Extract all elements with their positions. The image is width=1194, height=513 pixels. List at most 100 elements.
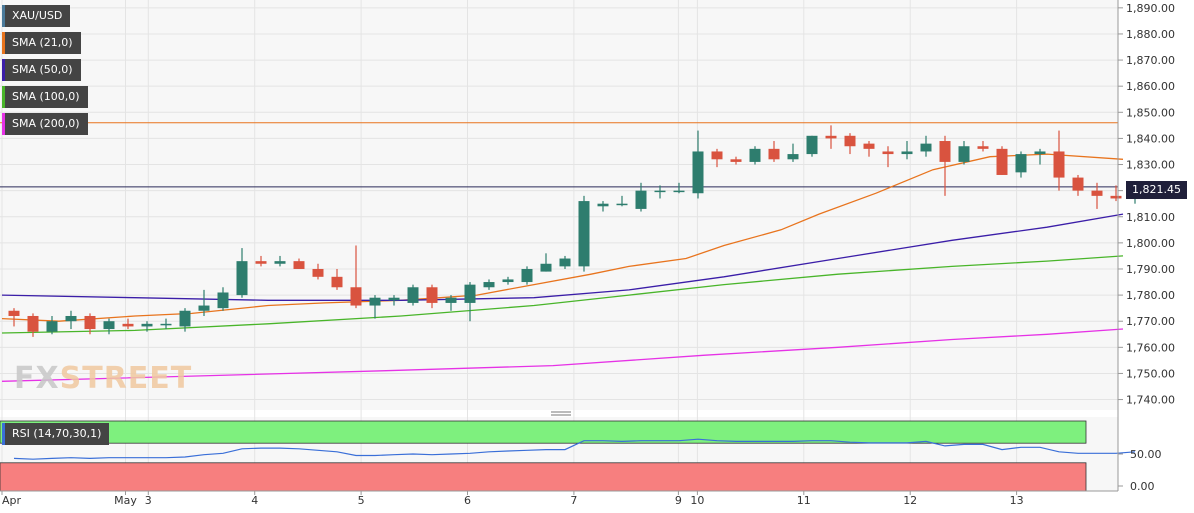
candle-body [768,148,780,160]
sma-100-swatch [2,86,5,108]
candle [1034,148,1046,165]
sma-line [1,328,1124,382]
candle-body [749,148,761,162]
candle [844,133,856,155]
candle-body [1053,151,1065,178]
price-tick-label: 1,740.00 [1126,394,1175,407]
candle-body [312,268,324,277]
rsi-oversold-zone [0,462,1087,492]
price-tick-label: 1,840.00 [1126,132,1175,145]
candle-body [673,190,685,193]
price-tick-label: 1,750.00 [1126,367,1175,380]
candle-body [331,276,343,288]
candle [616,195,628,207]
svg-text:FXSTREET: FXSTREET [14,361,192,396]
price-tick-label: 1,830.00 [1126,159,1175,172]
candle-body [1091,190,1103,196]
legend-rsi[interactable]: RSI (14,70,30,1) [2,423,110,445]
candle [597,201,609,212]
candle [141,321,153,332]
legend-sma-21[interactable]: SMA (21,0) [2,32,81,54]
time-tick-label: 9 [675,494,682,507]
candle [198,289,210,316]
candle [369,295,381,319]
candle-body [977,146,989,149]
candle-body [179,310,191,327]
candle [1091,182,1103,209]
candle-body [198,305,210,311]
candle-body [27,315,39,332]
legend-sma-100[interactable]: SMA (100,0) [2,86,88,108]
time-tick-label: 11 [797,494,811,507]
price-tick-label: 1,810.00 [1126,211,1175,224]
rsi-zones [0,420,1087,492]
candle [863,141,875,157]
price-tick-label: 1,850.00 [1126,106,1175,119]
candle-body [1110,195,1122,199]
price-axis: 1,890.00 1,880.00 1,870.00 1,860.00 1,850.00… [1117,0,1175,491]
candle-body [274,261,286,264]
candle-body [844,135,856,147]
candle-body [65,315,77,322]
rsi-axis: 50.00 0.00 [1118,448,1162,493]
candle-body [597,203,609,207]
candle [236,248,248,298]
candle-body [730,159,742,162]
candle-body [236,261,248,296]
price-tick-label: 1,770.00 [1126,315,1175,328]
candle [293,258,305,269]
sma-200-label: SMA (200,0) [12,117,80,130]
candle-body [103,321,115,330]
panel-resize-handle[interactable] [551,411,571,416]
candle-body [540,263,552,272]
price-levels [0,122,1118,188]
candle [179,308,191,332]
time-tick-label: 10 [690,494,704,507]
candle-body [1072,177,1084,191]
rsi-tick-label: 50.00 [1130,448,1162,461]
candle [407,284,419,306]
price-tick-label: 1,780.00 [1126,289,1175,302]
rsi-label: RSI (14,70,30,1) [12,427,102,440]
candle [806,135,818,157]
price-tick-label: 1,890.00 [1126,2,1175,15]
candle-body [996,148,1008,175]
candle-body [464,284,476,303]
candle-body [160,323,172,326]
rsi-swatch [2,423,5,445]
candle-body [369,297,381,306]
candle [426,284,438,309]
candle [996,146,1008,175]
legend-sma-200[interactable]: SMA (200,0) [2,113,88,135]
candle-body [483,282,495,288]
candle-body [635,190,647,209]
candle-body [863,143,875,149]
candle [901,141,913,160]
legend-symbol[interactable]: XAU/USD [2,5,71,27]
candle [521,266,533,285]
time-tick-label: May [114,494,137,507]
legend-sma-50[interactable]: SMA (50,0) [2,59,81,81]
price-panel-bg [0,0,1118,410]
candle-body [920,143,932,152]
candle [654,185,666,199]
candle [84,313,96,335]
candle [46,315,58,335]
candle-body [806,135,818,155]
candle [8,308,20,327]
candle-body [46,321,58,332]
watermark: FXSTREET [14,361,192,396]
price-tick-label: 1,860.00 [1126,80,1175,93]
price-tick-label: 1,870.00 [1126,54,1175,67]
candle [1110,185,1122,202]
time-tick-label: 12 [903,494,917,507]
time-tick-label: 13 [1010,494,1024,507]
sma-200-swatch [2,113,5,135]
candle [920,135,932,157]
candle [673,182,685,194]
candle-body [255,261,267,264]
rsi-overbought-zone [0,420,1087,444]
candle-body [939,141,951,162]
candle-body [1034,151,1046,155]
candle-body [293,261,305,269]
